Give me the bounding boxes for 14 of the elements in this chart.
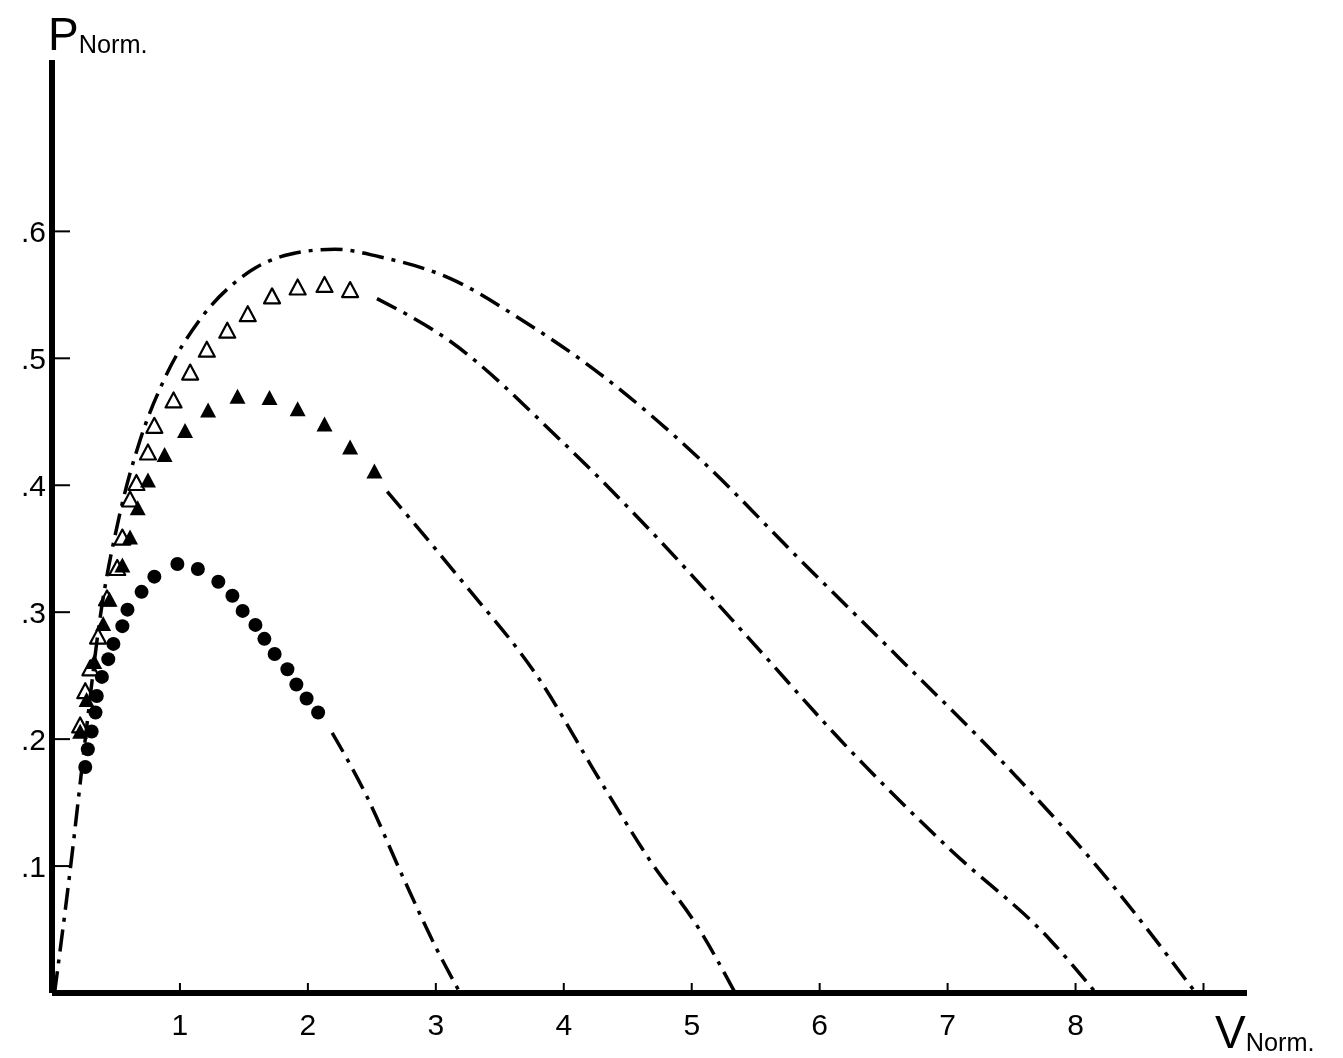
- x-tick-label: 4: [555, 1008, 573, 1041]
- y-tick-label: .6: [20, 215, 46, 249]
- y-tick-label: .2: [20, 723, 46, 757]
- y-tick-label: .3: [20, 596, 46, 630]
- x-tick-label: 2: [299, 1008, 317, 1041]
- x-tick-label: 5: [683, 1008, 701, 1041]
- x-tick-label: 8: [1067, 1008, 1084, 1041]
- y-tick-label: .4: [20, 469, 46, 503]
- y-tick-label: .1: [20, 850, 46, 884]
- x-tick-label: 1: [171, 1008, 189, 1041]
- y-tick-label: .5: [20, 342, 46, 376]
- x-tick-label: 6: [811, 1008, 829, 1041]
- x-tick-label: 3: [427, 1008, 445, 1041]
- x-tick-label: 7: [939, 1008, 956, 1041]
